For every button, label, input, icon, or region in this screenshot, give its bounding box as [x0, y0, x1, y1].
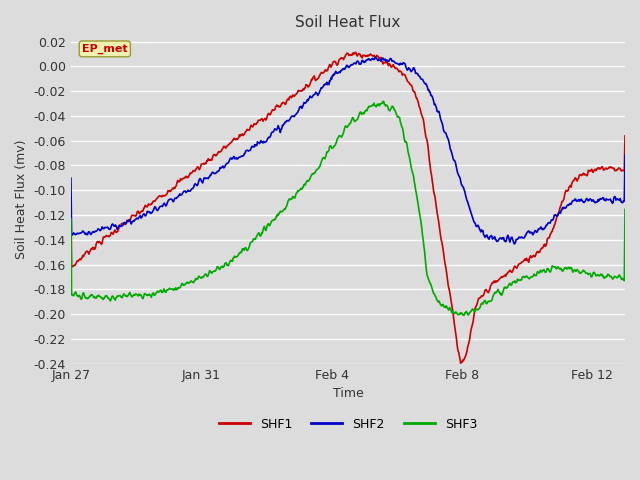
SHF1 — [489, 280, 497, 286]
SHF2 — [621, 152, 629, 158]
SHF2 — [404, 66, 412, 72]
SHF1 — [621, 133, 629, 139]
SHF1 — [390, 62, 397, 68]
SHF2 — [545, 220, 553, 226]
SHF3 — [67, 216, 75, 222]
SHF3 — [380, 98, 387, 104]
SHF2 — [511, 241, 518, 247]
SHF3 — [545, 268, 553, 274]
Y-axis label: Soil Heat Flux (mv): Soil Heat Flux (mv) — [15, 140, 28, 259]
SHF3 — [420, 249, 428, 254]
SHF2 — [371, 54, 379, 60]
SHF3 — [101, 295, 109, 300]
X-axis label: Time: Time — [333, 387, 364, 400]
Line: SHF2: SHF2 — [71, 57, 625, 244]
SHF2 — [420, 80, 428, 86]
SHF2 — [101, 225, 109, 230]
SHF1 — [457, 360, 465, 366]
SHF2 — [67, 175, 75, 181]
Legend: SHF1, SHF2, SHF3: SHF1, SHF2, SHF3 — [214, 413, 482, 436]
Text: EP_met: EP_met — [82, 44, 127, 54]
SHF3 — [460, 312, 468, 318]
SHF3 — [621, 206, 629, 212]
SHF1 — [420, 126, 428, 132]
Line: SHF1: SHF1 — [71, 52, 625, 363]
SHF2 — [488, 233, 496, 239]
SHF3 — [489, 295, 497, 300]
SHF3 — [404, 148, 412, 154]
Line: SHF3: SHF3 — [71, 101, 625, 315]
Title: Soil Heat Flux: Soil Heat Flux — [295, 15, 401, 30]
SHF3 — [390, 104, 397, 110]
SHF2 — [390, 58, 397, 64]
SHF1 — [351, 49, 359, 55]
SHF1 — [67, 197, 75, 203]
SHF1 — [101, 234, 109, 240]
SHF1 — [545, 235, 553, 240]
SHF1 — [404, 79, 412, 84]
